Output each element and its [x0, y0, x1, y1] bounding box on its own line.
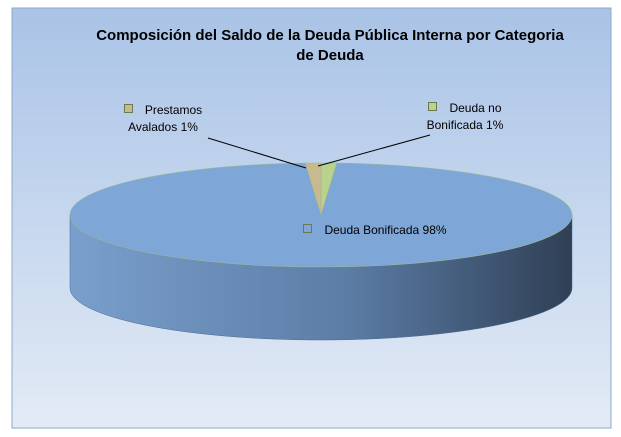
category-label: Deuda Bonificada	[324, 223, 420, 237]
value-label: 1%	[486, 118, 504, 132]
legend-key	[123, 104, 133, 113]
value-label: 1%	[180, 120, 198, 134]
pie-slice	[304, 162, 322, 216]
chart-title: Composición del Saldo de la Deuda Públic…	[96, 27, 564, 64]
legend-key	[303, 224, 313, 233]
legend-key	[428, 102, 438, 111]
value-label: 98%	[422, 223, 447, 237]
pie-slice	[69, 162, 573, 268]
data-label: Prestamos Avalados 1%	[108, 102, 218, 136]
leader-line	[207, 137, 307, 169]
category-label: Prestamos Avalados	[128, 103, 203, 134]
data-label: Deuda Bonificada 98%	[300, 222, 450, 239]
data-label: Deuda no Bonificada 1%	[410, 100, 520, 134]
category-label: Deuda no Bonificada	[426, 101, 502, 132]
leader-line	[317, 134, 431, 167]
